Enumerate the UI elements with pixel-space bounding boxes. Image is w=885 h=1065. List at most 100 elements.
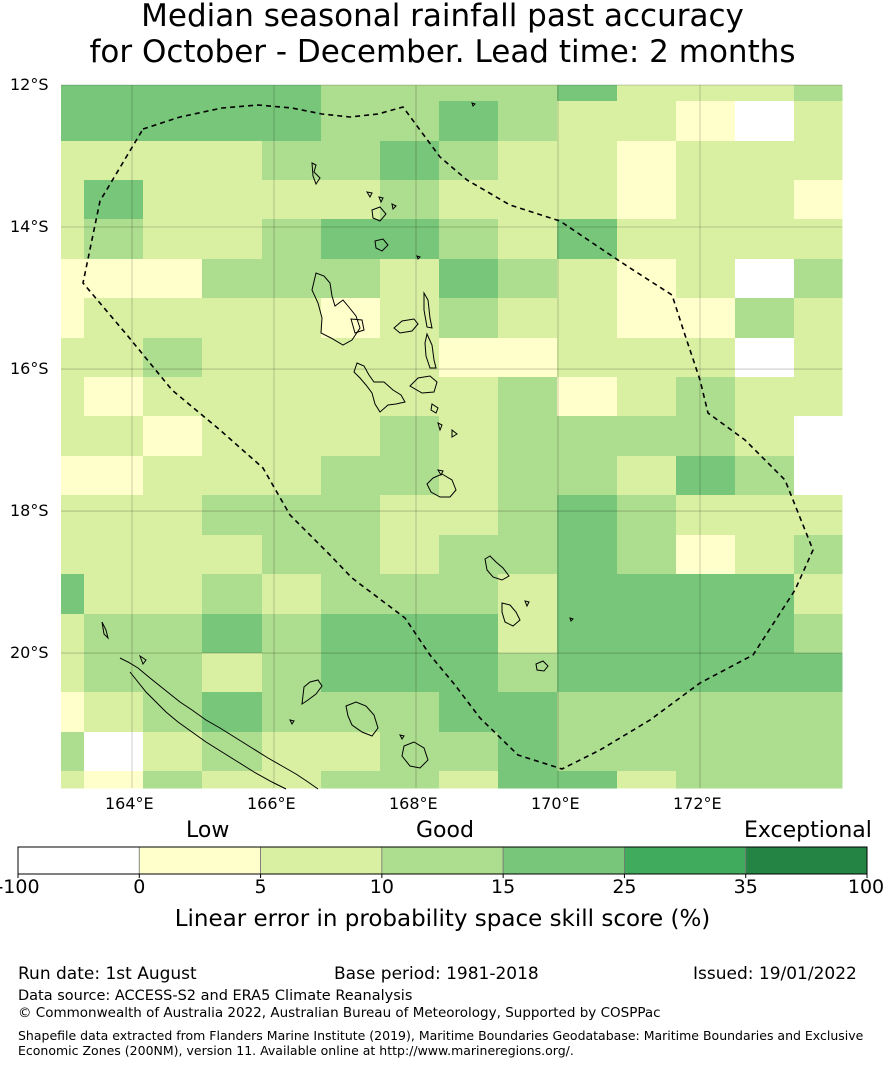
grid-cell <box>321 298 381 339</box>
grid-cell <box>143 338 203 378</box>
grid-cell <box>735 141 795 181</box>
grid-cell <box>143 180 203 220</box>
island-banks-1 <box>371 206 387 222</box>
grid-cell <box>262 259 322 299</box>
grid-cell <box>321 377 381 417</box>
grid-cell <box>262 101 322 142</box>
grid-cell <box>794 692 843 733</box>
grid-cell <box>321 338 381 378</box>
grid-cell <box>676 180 736 220</box>
grid-cell <box>676 298 736 339</box>
grid-cell <box>380 574 440 615</box>
grid-cell <box>143 377 203 417</box>
grid-cell <box>735 495 795 536</box>
island-belep <box>101 621 109 640</box>
grid-cell <box>202 259 263 299</box>
grid-cell <box>202 495 263 536</box>
island-epi <box>430 403 439 414</box>
grid-cell <box>617 574 677 615</box>
grid-cell <box>143 771 203 789</box>
grid-cell <box>202 732 263 772</box>
grid-cell <box>735 298 795 339</box>
grid-cell <box>439 416 499 457</box>
grid-cell <box>84 141 144 181</box>
longitude-label: 168°E <box>389 794 438 813</box>
grid-cell <box>380 219 440 260</box>
exclusive-economic-zone-boundary <box>82 104 814 770</box>
grid-cell <box>557 141 618 181</box>
grid-cell <box>617 692 677 733</box>
colorbar-segment <box>624 846 747 875</box>
grid-cell <box>676 653 736 693</box>
grid-cell <box>321 180 381 220</box>
legend-label-low: Low <box>186 818 230 843</box>
grid-cell <box>617 101 677 142</box>
grid-cell <box>439 85 499 102</box>
island-aneityum <box>535 660 549 672</box>
grid-cell <box>735 85 795 102</box>
grid-cell <box>735 614 795 654</box>
grid-cell <box>143 85 203 102</box>
grid-cell <box>498 653 558 693</box>
grid-cell <box>676 771 736 789</box>
grid-cell <box>262 219 322 260</box>
grid-cell <box>735 180 795 220</box>
grid-cell <box>321 101 381 142</box>
grid-cell <box>380 614 440 654</box>
grid-cell <box>380 653 440 693</box>
grid-cell <box>84 771 144 789</box>
grid-cell <box>61 614 85 654</box>
grid-cell <box>676 732 736 772</box>
grid-cell <box>380 456 440 496</box>
grid-cell <box>321 495 381 536</box>
longitude-label: 166°E <box>247 794 296 813</box>
grid-cell <box>557 298 618 339</box>
grid-cell <box>617 653 677 693</box>
grid-cell <box>143 732 203 772</box>
grid-cell <box>498 456 558 496</box>
grid-cell <box>321 574 381 615</box>
grid-cell <box>617 732 677 772</box>
grid-cell <box>143 141 203 181</box>
grid-cell <box>498 101 558 142</box>
grid-cell <box>61 101 85 142</box>
grid-cell <box>202 298 263 339</box>
grid-cell <box>617 614 677 654</box>
grid-cell <box>557 692 618 733</box>
grid-cell <box>84 219 144 260</box>
colorbar-segment <box>17 846 140 875</box>
island-tanna <box>501 602 521 627</box>
grid-cell <box>439 456 499 496</box>
longitude-label: 170°E <box>531 794 580 813</box>
base-period: Base period: 1981-2018 <box>334 964 539 984</box>
grid-cell <box>61 219 85 260</box>
grid-cell <box>794 732 843 772</box>
grid-cell <box>498 219 558 260</box>
grid-cell <box>557 535 618 575</box>
grid-cell <box>202 771 263 789</box>
grid-cell <box>84 377 144 417</box>
skill-score-map <box>61 84 843 790</box>
grid-cell <box>143 456 203 496</box>
grid-cell <box>557 180 618 220</box>
island-torres <box>311 162 321 186</box>
grid-cell <box>439 495 499 536</box>
grid-cell <box>380 85 440 102</box>
island-merelava <box>416 255 421 260</box>
colorbar-title: Linear error in probability space skill … <box>174 906 711 932</box>
island-new-caledonia-west <box>129 671 287 790</box>
grid-cell <box>794 85 843 102</box>
grid-cell <box>676 101 736 142</box>
grid-cell <box>84 416 144 457</box>
grid-cell <box>498 614 558 654</box>
grid-cell <box>380 416 440 457</box>
grid-cell <box>498 180 558 220</box>
grid-cell <box>557 101 618 142</box>
grid-cell <box>202 653 263 693</box>
grid-cell <box>84 653 144 693</box>
grid-cell <box>321 653 381 693</box>
grid-cell <box>794 141 843 181</box>
island-pentecost <box>424 332 437 369</box>
grid-cell <box>439 614 499 654</box>
grid-cell <box>321 692 381 733</box>
